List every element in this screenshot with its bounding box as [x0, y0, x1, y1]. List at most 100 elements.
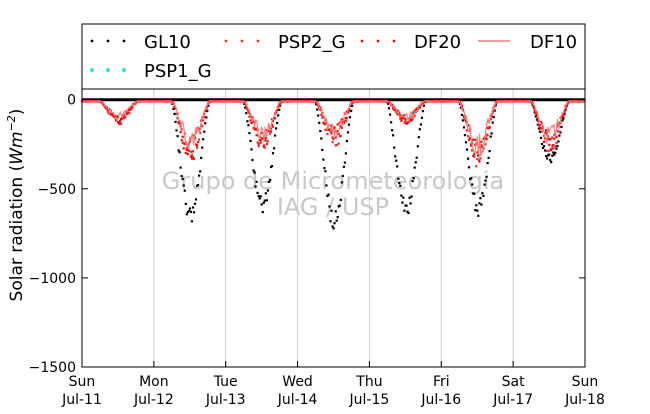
data-point: [410, 195, 413, 198]
data-point: [192, 134, 196, 137]
y-tick-label: −1500: [29, 360, 76, 376]
data-point: [129, 108, 132, 111]
data-point: [251, 158, 254, 162]
data-point: [477, 154, 480, 157]
data-point: [421, 110, 424, 113]
data-point: [387, 107, 391, 110]
data-point: [331, 136, 334, 139]
data-point: [403, 114, 406, 117]
data-point: [194, 198, 198, 201]
data-point: [260, 131, 263, 135]
data-point: [188, 141, 191, 144]
data-point: [462, 126, 466, 129]
legend-item-gl10: GL10: [90, 32, 191, 53]
data-point: [490, 115, 493, 118]
data-point: [390, 121, 393, 124]
data-point: [545, 130, 548, 133]
data-point: [480, 140, 483, 143]
data-point: [189, 155, 192, 158]
legend-swatch-dot: [360, 39, 364, 43]
data-point: [335, 143, 338, 146]
data-point: [321, 116, 324, 119]
data-point: [181, 177, 184, 181]
data-point: [547, 135, 550, 138]
x-tick-label-day: Sun: [69, 374, 96, 390]
data-point: [482, 138, 485, 141]
data-point: [486, 126, 489, 130]
data-point: [184, 202, 187, 205]
data-point: [196, 144, 199, 147]
data-point: [327, 193, 330, 196]
data-point: [250, 121, 253, 125]
data-point: [460, 113, 463, 116]
data-point: [128, 112, 131, 115]
data-point: [118, 121, 121, 124]
data-point: [463, 134, 467, 137]
data-point: [546, 157, 549, 160]
data-point: [548, 153, 551, 156]
data-point: [538, 123, 541, 127]
data-point: [351, 104, 354, 107]
data-point: [184, 152, 187, 155]
data-point: [337, 142, 340, 145]
data-point: [262, 144, 265, 147]
data-point: [172, 107, 175, 110]
x-tick-label-date: Jul-18: [564, 392, 605, 408]
data-point: [114, 119, 118, 122]
data-point: [344, 119, 347, 122]
data-point: [551, 145, 554, 148]
y-axis-label: Solar radiation (Wm−2): [5, 109, 27, 302]
data-point: [193, 202, 197, 205]
data-point: [267, 180, 270, 183]
data-point: [273, 147, 276, 150]
data-point: [474, 138, 477, 141]
data-point: [198, 138, 201, 141]
data-point: [263, 199, 266, 202]
data-point: [189, 150, 192, 153]
data-point: [397, 177, 400, 180]
data-point: [542, 140, 546, 143]
legend-label: PSP1_G: [144, 61, 212, 82]
data-point: [332, 138, 335, 141]
data-point: [479, 197, 482, 200]
x-tick-label-date: Jul-14: [277, 392, 318, 408]
data-point: [555, 147, 558, 150]
data-point: [473, 153, 476, 156]
data-point: [411, 180, 414, 183]
data-point: [190, 157, 193, 160]
data-point: [329, 220, 332, 223]
data-point: [400, 119, 403, 122]
data-point: [462, 115, 466, 118]
data-point: [202, 119, 205, 122]
data-point: [332, 227, 335, 230]
data-point: [264, 192, 267, 195]
data-point: [464, 141, 468, 144]
data-point: [326, 194, 329, 197]
data-point: [271, 120, 275, 123]
data-point: [404, 119, 407, 122]
axes: 0−500−1000−1500SunJul-11MonJul-12TueJul-…: [29, 93, 605, 408]
data-point: [548, 149, 551, 152]
data-point: [317, 114, 320, 117]
data-point: [479, 157, 482, 160]
grid: [82, 89, 585, 367]
data-point: [257, 145, 260, 148]
data-point: [474, 209, 477, 212]
data-point: [320, 137, 323, 140]
legend-item-psp2-g: PSP2_G: [224, 32, 346, 53]
data-point: [330, 209, 333, 212]
legend-swatch-dot: [392, 39, 396, 43]
data-point: [476, 209, 479, 212]
data-point: [339, 198, 342, 201]
data-point: [324, 128, 327, 131]
data-point: [395, 159, 398, 162]
data-point: [318, 121, 321, 124]
data-point: [331, 225, 334, 228]
data-point: [333, 222, 336, 225]
data-point: [403, 209, 406, 212]
data-point: [542, 145, 546, 148]
watermark-line-2: IAG / USP: [277, 193, 389, 221]
data-point: [188, 207, 191, 210]
data-point: [320, 113, 323, 116]
data-point: [542, 134, 546, 137]
